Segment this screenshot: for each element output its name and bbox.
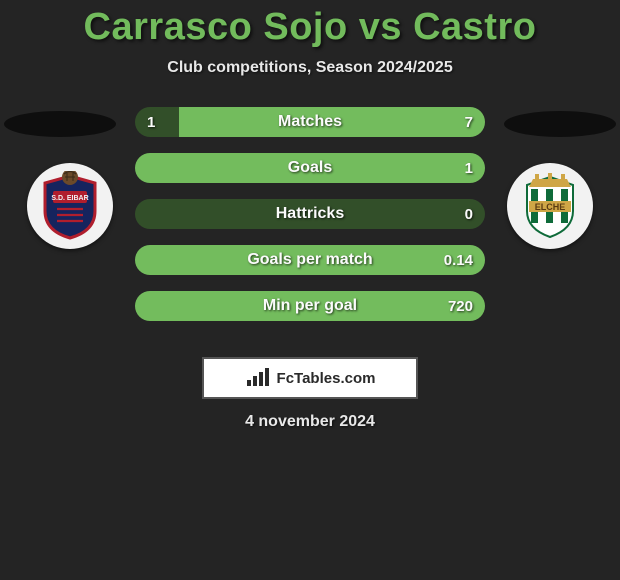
bars-container: Matches17Goals1Hattricks0Goals per match… bbox=[135, 107, 485, 337]
bar-value-right: 7 bbox=[465, 107, 473, 137]
bar-value-right: 1 bbox=[465, 153, 473, 183]
stat-row: Goals1 bbox=[135, 153, 485, 183]
bar-right-fill bbox=[135, 291, 485, 321]
stat-row: Min per goal720 bbox=[135, 291, 485, 321]
bar-left-fill bbox=[135, 107, 179, 137]
stat-row: Matches17 bbox=[135, 107, 485, 137]
svg-text:S.D. EIBAR: S.D. EIBAR bbox=[51, 195, 88, 202]
bar-value-left: 1 bbox=[147, 107, 155, 137]
svg-text:ELCHE: ELCHE bbox=[535, 202, 566, 212]
elche-crest-icon: ELCHE bbox=[515, 171, 585, 241]
bar-track bbox=[135, 199, 485, 229]
comparison-panel: S.D. EIBAR ELCHE Matches17Goals1Hattrick… bbox=[0, 107, 620, 337]
bar-track bbox=[135, 245, 485, 275]
stat-row: Hattricks0 bbox=[135, 199, 485, 229]
bar-value-right: 0.14 bbox=[444, 245, 473, 275]
subtitle: Club competitions, Season 2024/2025 bbox=[0, 59, 620, 77]
bar-chart-icon bbox=[245, 368, 271, 388]
bar-track bbox=[135, 291, 485, 321]
shadow-left bbox=[4, 111, 116, 137]
bar-right-fill bbox=[135, 153, 485, 183]
bar-track bbox=[135, 153, 485, 183]
crest-right: ELCHE bbox=[507, 163, 593, 249]
bar-value-right: 0 bbox=[465, 199, 473, 229]
crest-left: S.D. EIBAR bbox=[27, 163, 113, 249]
stat-row: Goals per match0.14 bbox=[135, 245, 485, 275]
page-title: Carrasco Sojo vs Castro bbox=[0, 6, 620, 49]
bar-value-right: 720 bbox=[448, 291, 473, 321]
bar-right-fill bbox=[135, 245, 485, 275]
eibar-crest-icon: S.D. EIBAR bbox=[35, 171, 105, 241]
badge-text: FcTables.com bbox=[277, 370, 376, 387]
bar-right-fill bbox=[135, 199, 485, 229]
bar-right-fill bbox=[179, 107, 485, 137]
date-text: 4 november 2024 bbox=[0, 413, 620, 431]
shadow-right bbox=[504, 111, 616, 137]
fctables-badge: FcTables.com bbox=[202, 357, 418, 399]
bar-track bbox=[135, 107, 485, 137]
